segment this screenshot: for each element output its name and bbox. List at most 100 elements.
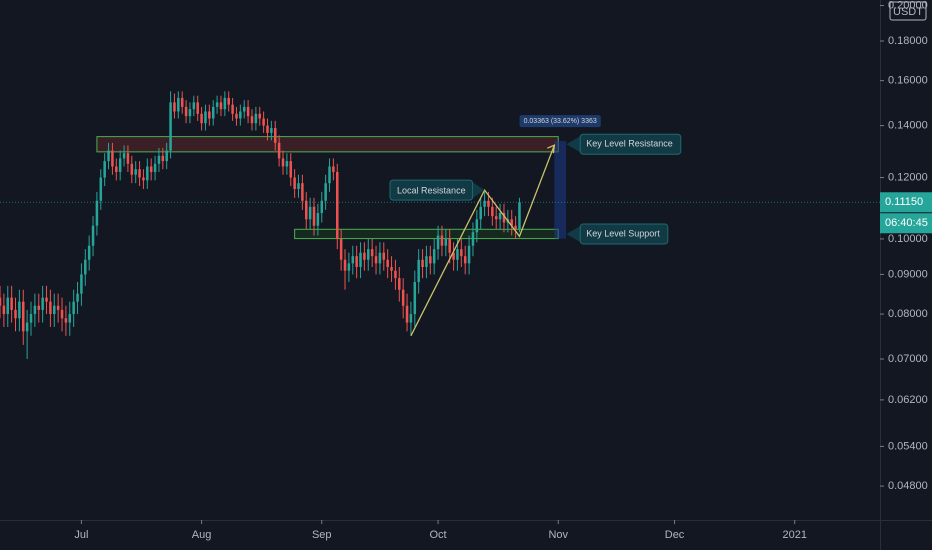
- countdown: 06:40:45: [885, 217, 928, 229]
- y-tick-label: 0.18000: [888, 35, 928, 47]
- candle-body: [452, 252, 455, 260]
- y-tick-label: 0.05400: [888, 440, 928, 452]
- candle-body: [41, 297, 44, 310]
- candle-body: [417, 259, 420, 282]
- candle-body: [390, 266, 393, 271]
- candle-body: [227, 97, 230, 105]
- callout-pointer: [472, 182, 485, 199]
- candle-body: [456, 249, 459, 260]
- candle-body: [273, 128, 277, 143]
- candle-body: [103, 161, 106, 178]
- candle-body: [200, 113, 203, 124]
- y-tick-label: 0.06200: [888, 394, 928, 406]
- candle-body: [45, 297, 48, 302]
- candle-body: [204, 111, 207, 124]
- zone-label-box: [579, 133, 682, 155]
- measure-label: 0.03363 (33.62%) 3363: [524, 118, 597, 125]
- candle-body: [382, 252, 386, 260]
- candle-body: [479, 206, 482, 220]
- measure-box: [554, 141, 566, 239]
- candle-body: [413, 281, 417, 315]
- candle-body: [68, 314, 72, 323]
- candle-body: [53, 305, 56, 315]
- candle-body: [467, 245, 471, 264]
- candle-body: [134, 169, 137, 175]
- candle-body: [208, 111, 211, 119]
- candle-body: [165, 150, 168, 162]
- candle-body: [6, 297, 10, 315]
- candle-body: [293, 177, 296, 189]
- callout-pointer: [566, 136, 581, 153]
- candle-body: [107, 150, 110, 162]
- candle-body: [297, 183, 300, 189]
- measure-label-box: [519, 115, 601, 128]
- candle-body: [487, 200, 490, 207]
- candle-body: [242, 106, 246, 112]
- y-tick-label: 0.12000: [888, 171, 928, 183]
- candle-body: [142, 177, 145, 181]
- candle-body: [29, 314, 33, 323]
- candle-body: [22, 301, 25, 332]
- candle-body: [118, 158, 122, 172]
- x-tick-label: 2021: [782, 529, 806, 541]
- y-tick-label: 0.08000: [888, 308, 928, 320]
- candle-body: [432, 249, 436, 264]
- candle-body: [254, 113, 258, 124]
- candle-body: [215, 102, 219, 107]
- candle-body: [328, 166, 331, 184]
- candle-body: [14, 309, 17, 319]
- trend-path: [410, 144, 555, 337]
- candle-body: [510, 219, 513, 226]
- x-tick-label: Aug: [192, 529, 212, 541]
- candle-body: [153, 163, 157, 172]
- candle-body: [122, 153, 126, 159]
- candle-body: [239, 111, 242, 119]
- candle-body: [10, 297, 13, 310]
- candle-body: [246, 106, 250, 117]
- candle-body: [336, 171, 339, 239]
- candle-body: [308, 206, 312, 220]
- candle-body: [370, 249, 374, 257]
- zone-label: Key Level Resistance: [586, 139, 673, 149]
- candle-body: [76, 293, 79, 302]
- candle-body: [320, 200, 324, 214]
- candle-body: [429, 256, 432, 264]
- candle-body: [258, 113, 261, 119]
- y-tick-label: 0.14000: [888, 120, 928, 132]
- candle-body: [483, 200, 486, 207]
- candle-body: [192, 102, 196, 110]
- candle-body: [355, 256, 358, 267]
- x-tick-label: Jul: [74, 529, 88, 541]
- candle-body: [211, 106, 215, 119]
- candle-body: [95, 200, 99, 226]
- candle-body: [231, 104, 234, 114]
- candle-body: [332, 166, 335, 172]
- candle-body: [80, 274, 83, 294]
- currency-box[interactable]: [889, 1, 927, 21]
- candle-body: [285, 161, 289, 167]
- candle-body: [184, 106, 188, 117]
- candle-body: [25, 322, 29, 332]
- candle-body: [339, 238, 343, 260]
- candle-body: [405, 305, 409, 323]
- candle-body: [312, 206, 316, 226]
- candle-body: [126, 153, 130, 164]
- candle-body: [91, 225, 95, 246]
- candle-body: [401, 289, 405, 306]
- candle-body: [494, 216, 498, 220]
- candle-body: [149, 166, 153, 172]
- candle-body: [196, 102, 199, 114]
- countdown-box: [880, 213, 932, 234]
- candle-body: [138, 169, 141, 178]
- candle-body: [518, 202, 521, 229]
- candle-body: [173, 102, 176, 112]
- candle-body: [115, 166, 118, 172]
- candle-body: [146, 166, 149, 181]
- candle-body: [347, 263, 351, 271]
- callout-box: [389, 179, 474, 201]
- candle-body: [444, 238, 448, 246]
- candle-body: [359, 252, 362, 267]
- candle-body: [498, 213, 502, 220]
- candle-body: [316, 213, 320, 226]
- y-tick-label: 0.10000: [888, 233, 928, 245]
